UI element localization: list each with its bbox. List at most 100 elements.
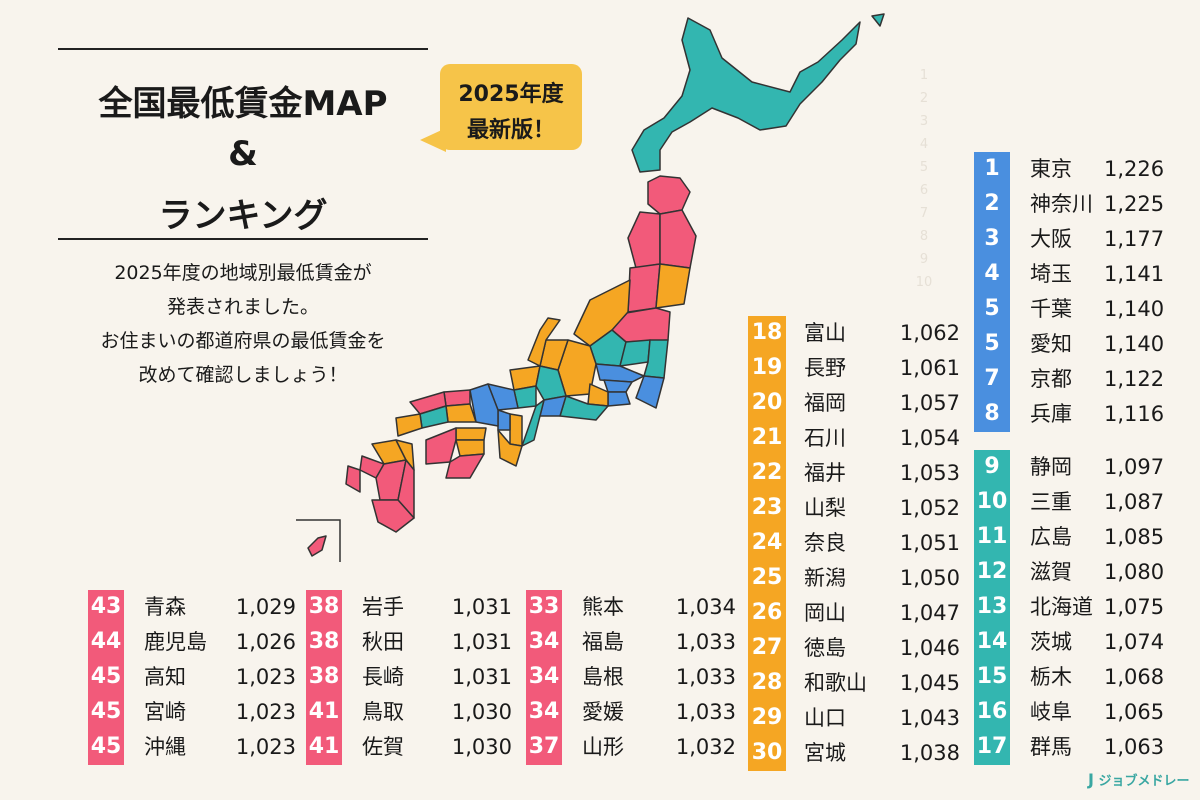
map-ehime	[425, 427, 457, 465]
map-akita	[627, 211, 661, 269]
description-line-4: 改めて確認しましょう！	[138, 364, 348, 386]
prefecture-name: 群馬	[1030, 735, 1072, 759]
map-mie	[521, 399, 545, 447]
prefecture-name: 福岡	[804, 391, 846, 415]
prefecture-name: 福井	[804, 461, 846, 485]
rank-number: 18	[751, 320, 783, 345]
map-kanagawa	[607, 391, 631, 407]
minimum-wage: 1,046	[899, 636, 960, 660]
map-hokkaido-island	[871, 13, 885, 27]
ranking-row: 17 群馬 1,063	[974, 731, 1164, 763]
ranking-row: 41 佐賀 1,030	[306, 731, 512, 763]
minimum-wage: 1,047	[899, 601, 960, 625]
rank-number: 37	[528, 734, 560, 759]
ranking-row: 33 熊本 1,034	[526, 591, 736, 623]
ranking-row: 44 鹿児島 1,026	[88, 626, 296, 658]
minimum-wage: 1,029	[235, 595, 296, 619]
rank-number: 34	[528, 629, 560, 654]
faint-number: 8	[919, 229, 929, 244]
rank-number: 17	[976, 734, 1008, 759]
map-yamaguchi	[395, 413, 423, 437]
map-kagawa	[455, 427, 487, 441]
rank-number: 30	[751, 740, 783, 765]
minimum-wage: 1,031	[451, 665, 512, 689]
rank-number: 5	[984, 296, 1000, 321]
rank-number: 34	[528, 664, 560, 689]
prefecture-name: 山梨	[804, 496, 846, 520]
prefecture-name: 沖縄	[144, 735, 186, 759]
prefecture-name: 和歌山	[804, 671, 867, 695]
ranking-row: 8 兵庫 1,116	[974, 398, 1165, 430]
map-osaka	[497, 409, 511, 431]
rank-number: 41	[308, 699, 340, 724]
faint-number: 9	[919, 252, 929, 267]
minimum-wage: 1,030	[451, 735, 512, 759]
page-title-ampersand: &	[228, 134, 258, 174]
prefecture-name: 富山	[804, 321, 846, 345]
rank-number: 41	[308, 734, 340, 759]
ranking-row: 4 埼玉 1,141	[974, 258, 1164, 290]
minimum-wage: 1,068	[1104, 665, 1165, 689]
rank-number: 45	[90, 734, 122, 759]
minimum-wage: 1,116	[1104, 402, 1165, 426]
rank-number: 13	[976, 594, 1008, 619]
rank-number: 25	[751, 565, 783, 590]
ranking-row: 23 山梨 1,052	[748, 492, 960, 524]
ranking-row: 38 長崎 1,031	[306, 661, 512, 693]
prefecture-name: 千葉	[1030, 297, 1072, 321]
minimum-wage: 1,031	[451, 630, 512, 654]
ranking-row: 28 和歌山 1,045	[748, 667, 960, 699]
faint-number: 3	[919, 114, 929, 129]
rank-color-strip	[974, 450, 1010, 765]
prefecture-name: 愛知	[1030, 332, 1072, 356]
prefecture-name: 栃木	[1030, 665, 1072, 689]
minimum-wage: 1,140	[1104, 297, 1165, 321]
prefecture-name: 鹿児島	[144, 630, 207, 654]
ranking-row: 7 京都 1,122	[974, 363, 1165, 395]
prefecture-name: 静岡	[1030, 455, 1072, 479]
description-line-3: お住まいの都道府県の最低賃金を	[100, 330, 386, 352]
jobmedley-logo: J ジョブメドレー	[1088, 770, 1190, 789]
description-line-2: 発表されました。	[166, 296, 319, 318]
ranking-row: 34 福島 1,033	[526, 626, 736, 658]
page-title: 全国最低賃金MAP	[98, 84, 388, 124]
rank-number: 21	[751, 425, 783, 450]
minimum-wage: 1,062	[899, 321, 960, 345]
rank-number: 1	[984, 156, 1000, 181]
minimum-wage: 1,043	[899, 706, 960, 730]
ranking-row: 12 滋賀 1,080	[974, 556, 1164, 588]
minimum-wage: 1,023	[235, 665, 296, 689]
minimum-wage: 1,052	[899, 496, 960, 520]
minimum-wage: 1,225	[1104, 192, 1165, 216]
ranking-row: 27 徳島 1,046	[748, 632, 960, 664]
prefecture-name: 新潟	[804, 566, 846, 590]
prefecture-name: 宮崎	[144, 700, 186, 724]
faint-number: 5	[919, 160, 929, 175]
map-yamanashi	[587, 383, 609, 407]
ranking-row: 38 秋田 1,031	[306, 626, 512, 658]
prefecture-name: 徳島	[804, 636, 846, 660]
minimum-wage: 1,065	[1104, 700, 1165, 724]
prefecture-name: 熊本	[582, 595, 624, 619]
minimum-wage: 1,057	[899, 391, 960, 415]
prefecture-name: 神奈川	[1030, 192, 1093, 216]
prefecture-name: 長崎	[362, 665, 404, 689]
ranking-row: 19 長野 1,061	[748, 352, 960, 384]
prefecture-name: 山口	[804, 706, 846, 730]
rank-number: 28	[751, 670, 783, 695]
prefecture-name: 高知	[144, 665, 186, 689]
minimum-wage: 1,031	[451, 595, 512, 619]
map-miyagi	[655, 263, 691, 309]
rank-number: 38	[308, 629, 340, 654]
rank-number: 20	[751, 390, 783, 415]
logo-text: ジョブメドレー	[1098, 774, 1190, 789]
rank-color-strip	[974, 152, 1010, 432]
minimum-wage: 1,122	[1104, 367, 1165, 391]
prefecture-name: 岐阜	[1030, 700, 1072, 724]
rank-number: 38	[308, 594, 340, 619]
map-aomori	[647, 175, 691, 215]
rank-number: 16	[976, 699, 1008, 724]
rank-number: 45	[90, 699, 122, 724]
prefecture-name: 京都	[1030, 367, 1072, 391]
